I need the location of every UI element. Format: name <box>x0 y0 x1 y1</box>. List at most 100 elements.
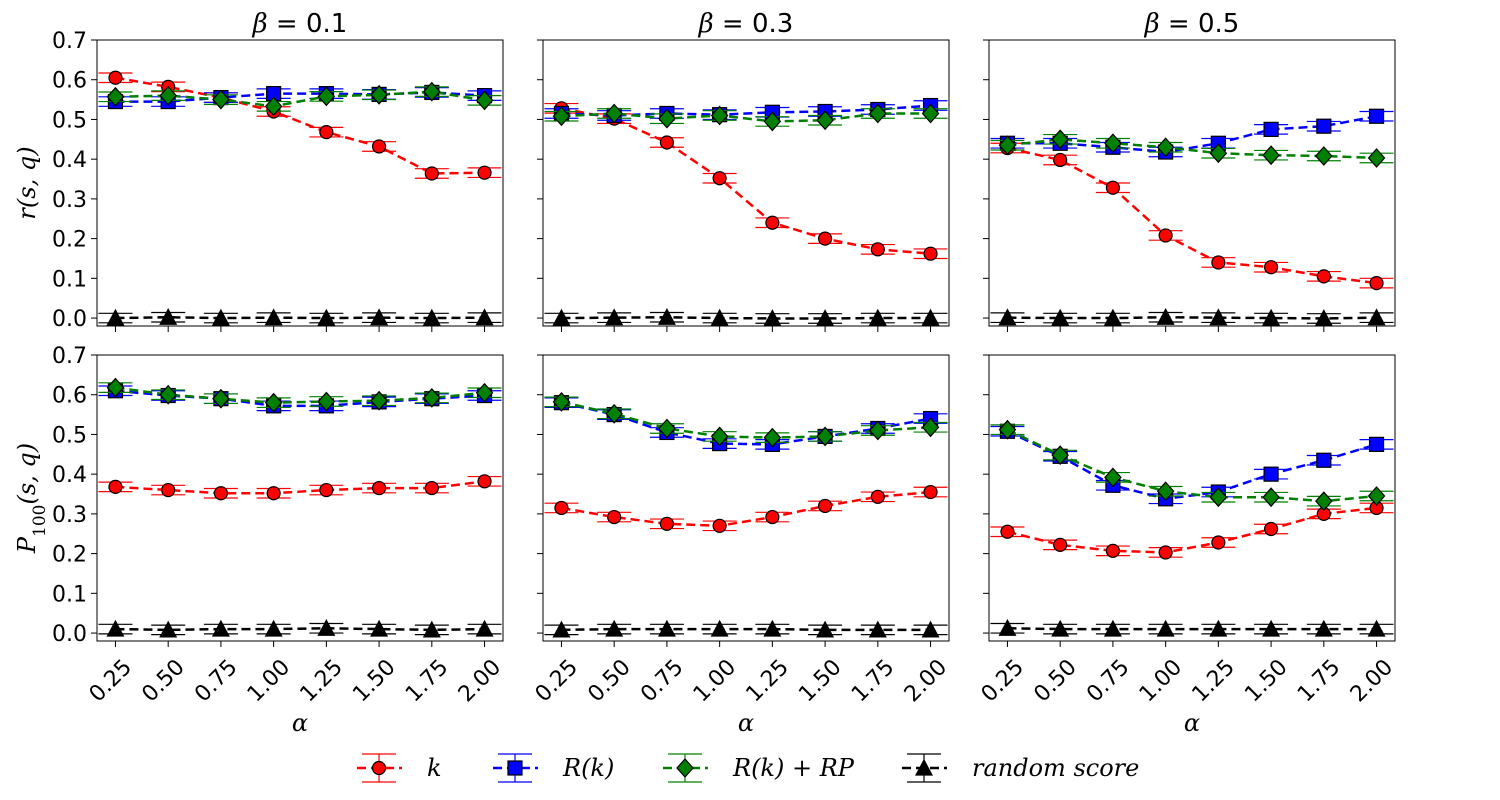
data-point-RkRP <box>212 89 230 110</box>
data-point-k <box>870 489 885 504</box>
data-point-RkRP <box>921 103 940 124</box>
data-point-rand <box>1103 308 1122 326</box>
series-line-rand <box>115 627 485 632</box>
data-point-k <box>371 139 387 154</box>
data-point-k <box>108 70 123 85</box>
y-tick-label: 0.4 <box>52 463 87 488</box>
series-line-RkRP <box>561 112 931 123</box>
data-point-RkRP <box>552 106 571 127</box>
y-tick-label: 0.6 <box>52 384 87 409</box>
legend-entry-Rk: R(k) <box>493 753 614 783</box>
data-point-rand <box>710 619 729 637</box>
series-line-rand <box>115 316 485 320</box>
x-tick-label: 0.50 <box>1029 655 1081 707</box>
x-tick-label: 1.75 <box>401 655 453 707</box>
x-tick-label: 1.25 <box>296 655 348 707</box>
data-point-RkRP <box>370 390 388 411</box>
x-axis-label: α <box>292 709 308 737</box>
data-point-rand <box>1367 308 1386 326</box>
x-tick-label: 0.25 <box>977 655 1029 707</box>
y-tick-label: 0.3 <box>52 188 87 213</box>
series-RkRP <box>98 377 502 413</box>
subplot-r0-c0: 0.0 0.1 0.2 0.3 0.4 0.5 0.6 0.7 β = 0.1 r(s, q) <box>13 9 504 332</box>
x-tick-label: 0.25 <box>531 655 583 707</box>
data-point-RkRP <box>869 420 887 441</box>
data-point-rand <box>657 619 676 637</box>
subplot-r0-c2: β = 0.5 <box>983 9 1396 332</box>
data-point-k <box>1105 543 1121 558</box>
data-point-RkRP <box>763 111 782 132</box>
y-tick-label: 0.1 <box>52 582 87 607</box>
legend-marker-k <box>371 760 387 776</box>
data-point-rand <box>317 619 336 636</box>
data-point-rand <box>1051 308 1070 326</box>
data-point-rand <box>1367 619 1386 637</box>
data-point-RkRP <box>1051 129 1069 150</box>
data-point-rand <box>816 620 835 638</box>
data-point-Rk <box>1263 121 1279 137</box>
data-point-Rk <box>1368 436 1385 452</box>
y-tick-label: 0.7 <box>52 344 87 369</box>
data-point-rand <box>264 619 283 637</box>
x-tick-label: 0.25 <box>85 655 137 707</box>
x-axis-label: α <box>738 709 754 737</box>
y-tick-label: 0.0 <box>52 307 87 332</box>
legend-marker-RkRP <box>676 758 694 778</box>
data-point-RkRP <box>998 135 1017 156</box>
data-point-RkRP <box>370 84 388 105</box>
data-point-RkRP <box>552 391 571 412</box>
x-tick-label: 0.75 <box>1082 655 1134 707</box>
data-point-k <box>607 509 622 525</box>
data-point-RkRP <box>605 403 623 424</box>
x-tick-label: 1.00 <box>243 655 295 707</box>
data-point-k <box>1158 545 1173 560</box>
series-k <box>990 500 1394 560</box>
data-point-k <box>659 135 675 150</box>
series-line-rand <box>561 627 931 632</box>
legend-entry-RkRP: R(k) + RP <box>663 753 855 783</box>
data-point-k <box>477 474 492 489</box>
y-axis-label: r(s, q) <box>13 146 41 219</box>
data-point-k <box>319 482 334 498</box>
data-point-RkRP <box>1209 143 1228 164</box>
axes-frame <box>96 354 504 642</box>
series-line-Rk <box>561 401 931 446</box>
axes-frame <box>542 39 950 327</box>
data-point-k <box>1053 152 1068 168</box>
subplot-grid: 0.0 0.1 0.2 0.3 0.4 0.5 0.6 0.7 β = 0.1 r(s, q) β … <box>13 9 1398 737</box>
y-tick-label: 0.5 <box>52 423 87 448</box>
data-point-RkRP <box>816 110 834 131</box>
data-point-RkRP <box>212 388 230 409</box>
data-point-rand <box>868 620 887 638</box>
data-point-rand <box>211 619 230 637</box>
data-point-k <box>424 480 439 496</box>
data-point-rand <box>868 308 887 326</box>
data-point-rand <box>605 308 624 326</box>
series-line-RkRP <box>1007 138 1377 160</box>
data-point-k <box>319 125 334 140</box>
data-point-rand <box>1209 619 1228 637</box>
subplot-r1-c1: 0.25 0.50 0.75 1.00 1.25 1.50 1.75 2.00 α <box>531 354 952 737</box>
y-tick-label: 0.4 <box>52 148 87 173</box>
x-tick-label: 1.00 <box>1135 655 1187 707</box>
data-point-rand <box>921 308 940 326</box>
data-point-rand <box>159 620 178 638</box>
data-point-RkRP <box>106 377 125 398</box>
data-point-RkRP <box>423 387 441 408</box>
data-point-k <box>1053 537 1068 552</box>
data-point-RkRP <box>1156 481 1175 502</box>
x-tick-label: 0.50 <box>137 655 189 707</box>
data-point-rand <box>1156 619 1175 637</box>
data-point-rand <box>1209 308 1228 326</box>
panel-title: β = 0.3 <box>698 9 794 39</box>
series-line-k <box>115 480 485 495</box>
data-point-RkRP <box>1315 146 1333 166</box>
data-point-rand <box>998 619 1017 636</box>
data-point-RkRP <box>317 86 336 107</box>
data-point-RkRP <box>159 384 177 405</box>
y-tick-label: 0.3 <box>52 503 87 528</box>
series-rand <box>544 307 948 327</box>
x-tick-label: 1.25 <box>742 655 794 707</box>
y-tick-label: 0.2 <box>52 228 87 253</box>
